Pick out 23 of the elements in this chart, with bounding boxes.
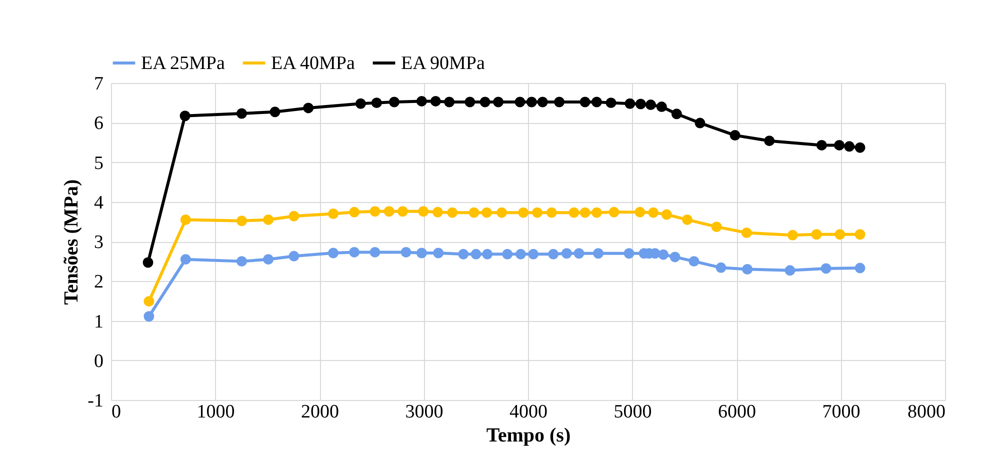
x-tick-label: 1000 — [196, 402, 235, 422]
legend-label: EA 40MPa — [271, 53, 356, 74]
y-tick-label: 4 — [94, 192, 104, 214]
x-tick-label: 6000 — [718, 402, 756, 422]
x-tick-label: 4000 — [510, 402, 548, 422]
y-tick-label: 2 — [94, 272, 104, 293]
y-tick-label: 1 — [94, 311, 104, 332]
x-tick-label: 7000 — [822, 402, 860, 422]
x-tick-label: 3000 — [405, 402, 444, 422]
y-axis-title: Tensões (MPa) — [60, 179, 83, 305]
y-tick-label: 0 — [94, 350, 104, 372]
x-tick-label: 2000 — [301, 402, 339, 422]
x-tick-label: 8000 — [908, 402, 946, 422]
legend-label: EA 90MPa — [401, 53, 486, 74]
x-tick-label: 0 — [112, 402, 121, 422]
y-tick-label: -1 — [88, 390, 104, 412]
x-tick-label: 5000 — [614, 402, 652, 422]
y-tick-label: 3 — [94, 232, 104, 253]
legend-label: EA 25MPa — [141, 53, 226, 74]
y-tick-label: 7 — [94, 74, 104, 94]
x-axis-title: Tempo (s) — [486, 424, 571, 446]
y-tick-label: 5 — [94, 152, 104, 174]
y-tick-label: 6 — [94, 113, 104, 134]
